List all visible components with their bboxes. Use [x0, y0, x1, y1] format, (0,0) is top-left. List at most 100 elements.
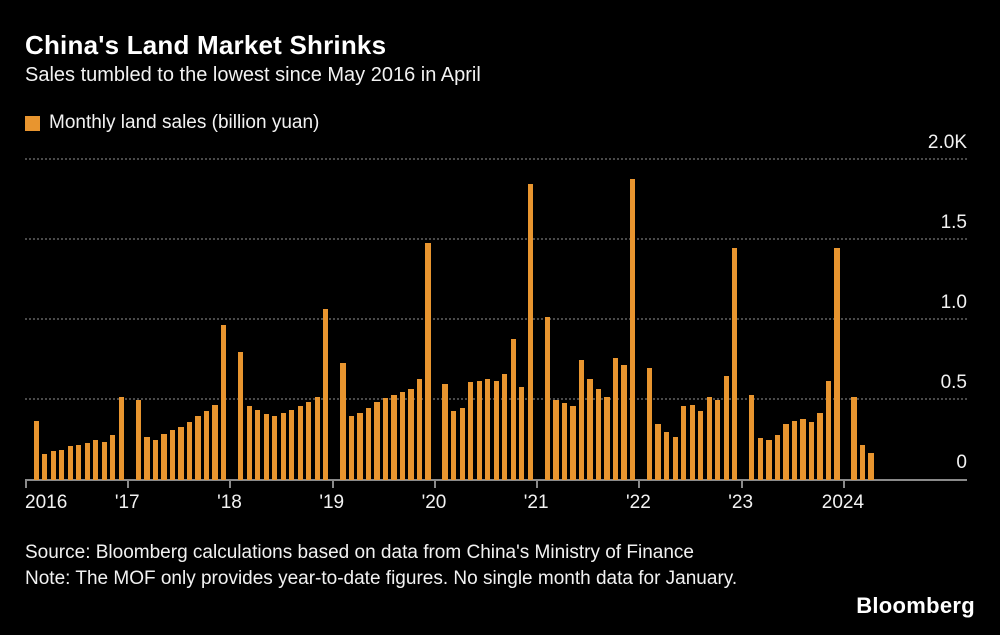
bar-2016-m10 — [101, 441, 107, 480]
bar-2020-m10 — [510, 339, 516, 480]
bloomberg-logo: Bloomberg — [856, 593, 975, 618]
bar-2020-m4 — [459, 408, 465, 480]
bar-2023-m3 — [757, 438, 763, 480]
x-tick-label-22: '22 — [626, 492, 651, 513]
bar-2022-m7 — [689, 404, 695, 480]
bar-2020-m6 — [476, 380, 482, 480]
bar-2020-m12 — [527, 184, 533, 480]
bar-2022-m10 — [715, 400, 721, 480]
bar-2024-m3 — [859, 444, 866, 480]
bar-2021-m5 — [570, 406, 576, 480]
gridline-1.5 — [25, 238, 967, 240]
x-tick-label-2024: 2024 — [821, 492, 865, 513]
bar-2021-m7 — [587, 379, 593, 480]
x-tick — [536, 481, 539, 488]
bar-2019-m3 — [348, 416, 355, 480]
y-tick-label: 1.5 — [940, 212, 967, 233]
bar-2022-m11 — [723, 376, 729, 480]
bar-2020-m9 — [502, 374, 508, 480]
bar-2019-m5 — [365, 408, 372, 480]
bar-2021-m2 — [544, 316, 550, 480]
legend-swatch-icon — [25, 115, 40, 131]
bar-2023-m8 — [800, 419, 806, 480]
bar-2016-m7 — [76, 444, 82, 480]
bar-2017-m8 — [186, 422, 193, 480]
x-tick-label-2016: 2016 — [25, 492, 68, 513]
bar-2020-m3 — [451, 411, 457, 480]
bar-2019-m4 — [357, 412, 363, 480]
bar-2018-m4 — [255, 409, 261, 480]
bar-2021-m11 — [621, 364, 627, 480]
bar-2017-m7 — [178, 427, 184, 480]
bar-2022-m6 — [681, 406, 687, 480]
bar-2020-m5 — [468, 382, 474, 480]
bar-2023-m12 — [834, 248, 840, 480]
bar-2017-m4 — [152, 440, 159, 480]
source-note: Source: Bloomberg calculations based on … — [25, 540, 800, 592]
bar-2022-m3 — [655, 424, 661, 480]
bar-2023-m11 — [825, 380, 832, 480]
bar-2018-m8 — [289, 409, 295, 480]
chart-title: China's Land Market Shrinks — [25, 30, 387, 60]
x-tick — [331, 481, 334, 488]
x-tick-label-19: '19 — [319, 492, 345, 513]
bar-2017-m6 — [169, 430, 176, 480]
x-tick — [229, 481, 232, 488]
bar-2018-m7 — [280, 412, 286, 480]
bar-2020-m8 — [493, 380, 499, 480]
bar-2022-m8 — [698, 411, 704, 480]
x-tick-label-18: '18 — [217, 492, 242, 513]
bar-2020-m2 — [442, 384, 448, 480]
bar-2023-m9 — [808, 422, 815, 480]
bar-2016-m11 — [110, 435, 116, 480]
bar-2022-m4 — [664, 432, 670, 480]
bar-2021-m9 — [604, 396, 610, 480]
bar-2016-m9 — [93, 440, 99, 480]
bar-2017-m9 — [195, 416, 201, 480]
bar-2022-m2 — [646, 368, 653, 480]
x-tick — [25, 481, 27, 488]
plot-area: 0 0.5 1.0 1.5 2.0K 2016 '17 '18 '19 '20 '21 '22 '23… — [25, 132, 967, 513]
legend: Monthly land sales (billion yuan) — [25, 112, 319, 134]
bar-2021-m3 — [553, 400, 559, 480]
bar-2024-m2 — [851, 396, 857, 480]
bar-2018-m2 — [238, 352, 244, 480]
bar-2016-m8 — [84, 443, 90, 480]
bar-2017-m5 — [161, 433, 167, 480]
bar-2019-m8 — [391, 395, 397, 480]
x-tick — [433, 481, 436, 488]
x-axis-line — [25, 479, 967, 481]
gridline-2.0K — [25, 158, 967, 160]
y-tick-label: 1.0 — [940, 292, 967, 313]
source-line: Source: Bloomberg calculations based on … — [25, 542, 694, 563]
bar-2019-m2 — [340, 363, 346, 480]
bar-2021-m10 — [612, 358, 619, 480]
bar-2023-m4 — [766, 440, 772, 480]
bar-2018-m9 — [297, 406, 303, 480]
bar-2023-m5 — [774, 435, 781, 480]
bar-2023-m7 — [791, 420, 798, 480]
bar-2022-m9 — [706, 396, 712, 480]
x-tick — [638, 481, 641, 488]
bar-2021-m8 — [595, 388, 602, 480]
bar-2019-m11 — [416, 379, 423, 480]
bar-2017-m2 — [135, 400, 142, 480]
x-tick — [842, 481, 845, 488]
bar-2018-m6 — [272, 416, 278, 480]
bar-2024-m4 — [868, 452, 874, 480]
bar-2022-m5 — [672, 436, 678, 480]
bar-2021-m6 — [578, 360, 585, 480]
x-tick-label-17: '17 — [114, 492, 140, 513]
x-tick-label-21: '21 — [523, 492, 549, 513]
bar-2021-m12 — [629, 179, 636, 480]
bar-2016-m5 — [59, 449, 65, 480]
bar-2017-m3 — [144, 436, 150, 480]
bar-2016-m12 — [118, 396, 124, 480]
y-tick-label: 2.0K — [927, 132, 967, 153]
bar-2019-m6 — [374, 401, 380, 480]
bar-2019-m7 — [382, 398, 389, 480]
bar-2016-m3 — [42, 454, 48, 480]
bars-area: 2016 '17 '18 '19 '20 '21 '22 '23 2024 — [25, 160, 877, 513]
y-tick-label: 0 — [956, 452, 967, 473]
